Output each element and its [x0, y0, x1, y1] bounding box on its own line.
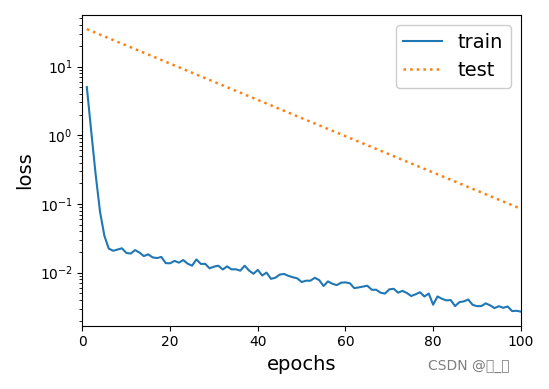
X-axis label: epochs: epochs [267, 355, 337, 374]
train [496, 304, 502, 308]
Text: CSDN @阿_旭: CSDN @阿_旭 [428, 359, 510, 373]
test [167, 61, 173, 66]
train [342, 280, 349, 285]
test [496, 197, 502, 202]
test [483, 192, 489, 196]
train [518, 309, 524, 314]
train [307, 279, 313, 283]
train [83, 85, 90, 89]
test [518, 207, 524, 211]
test [307, 119, 313, 124]
train [483, 301, 489, 306]
train [184, 261, 191, 266]
Legend: train, test: train, test [396, 25, 511, 88]
test [184, 68, 191, 73]
Y-axis label: loss: loss [15, 151, 34, 189]
test [83, 27, 90, 32]
Line: train: train [87, 87, 521, 312]
Line: test: test [87, 29, 521, 209]
test [342, 134, 349, 138]
train [167, 261, 173, 266]
